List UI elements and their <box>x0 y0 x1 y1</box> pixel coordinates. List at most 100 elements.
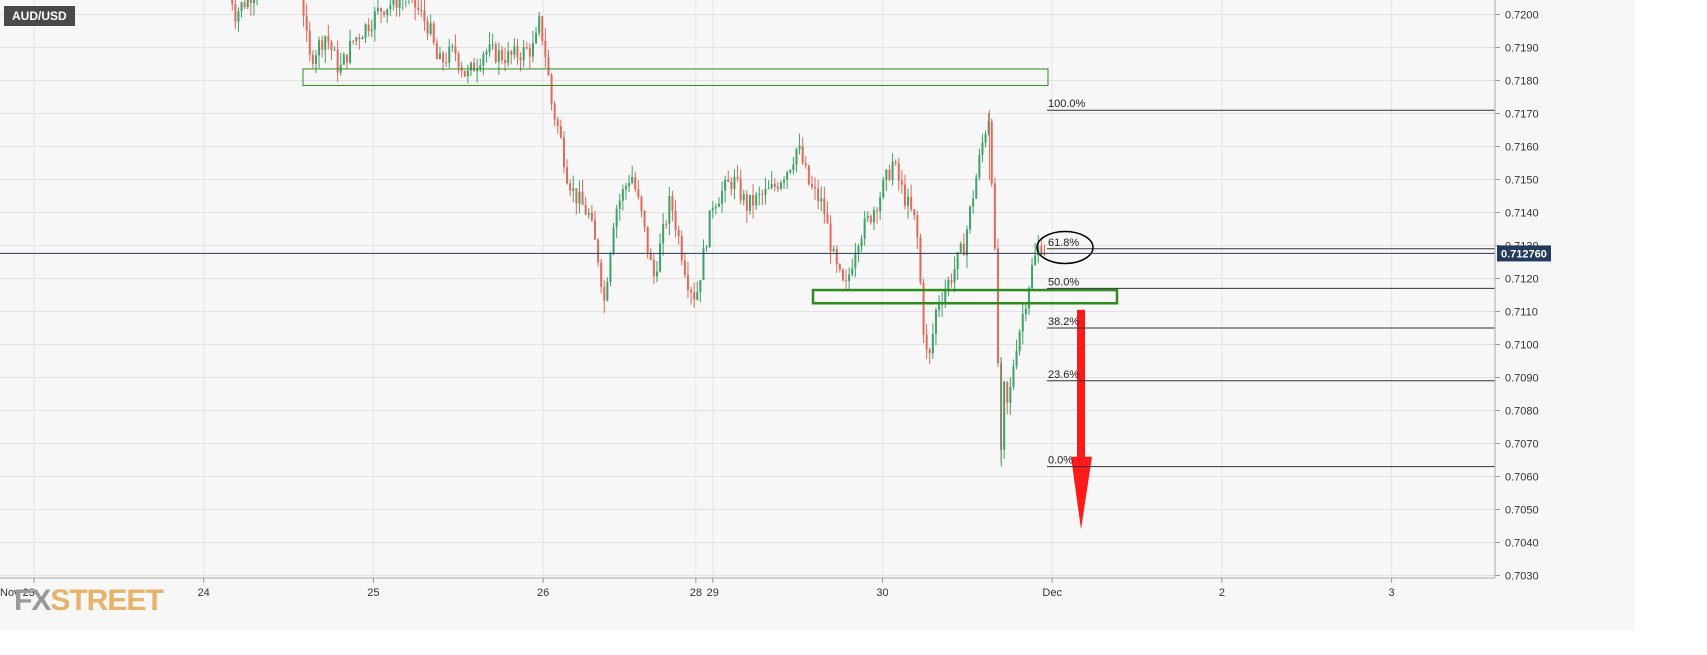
candle <box>649 248 652 261</box>
candle-body <box>727 179 730 182</box>
candle-body <box>801 146 804 164</box>
candle <box>922 278 925 344</box>
candle <box>748 194 751 215</box>
candle <box>758 186 761 206</box>
candle <box>714 203 717 215</box>
candle-body <box>1018 331 1021 352</box>
candle-body <box>609 253 612 283</box>
candle-body <box>690 289 693 293</box>
candle <box>742 189 745 206</box>
candle <box>342 52 345 66</box>
candle <box>581 179 584 206</box>
candle <box>525 41 528 50</box>
time-tick-label: 30 <box>876 587 888 599</box>
candle <box>603 279 606 313</box>
candle <box>345 54 348 70</box>
candle <box>690 286 693 305</box>
candle-body <box>655 271 658 277</box>
candle <box>544 28 547 68</box>
candle <box>739 169 742 205</box>
candle <box>234 0 237 30</box>
candle-body <box>485 51 488 55</box>
candle-body <box>699 280 702 293</box>
candle <box>600 258 603 294</box>
candle-body <box>587 212 590 215</box>
candle-body <box>972 198 975 207</box>
candle <box>531 30 534 63</box>
candle <box>231 0 234 11</box>
candle <box>463 70 466 77</box>
candle <box>395 0 398 17</box>
price-tick-label: 0.7050 <box>1505 505 1539 517</box>
candle-body <box>231 0 234 5</box>
time-tick-label: Dec <box>1042 587 1062 599</box>
price-tick-label: 0.7150 <box>1505 175 1539 187</box>
candle <box>888 164 891 182</box>
candle-body <box>838 264 841 270</box>
candle <box>761 189 764 206</box>
candle <box>848 267 851 290</box>
symbol-label: AUD/USD <box>4 6 75 26</box>
candle-body <box>854 253 857 269</box>
candle <box>655 261 658 283</box>
candle <box>491 33 494 51</box>
price-tick-label: 0.7170 <box>1505 109 1539 121</box>
candle <box>593 210 596 240</box>
candle-body <box>677 230 680 237</box>
candle-body <box>463 70 466 77</box>
candle <box>435 38 438 60</box>
candle <box>640 195 643 217</box>
candle <box>841 267 844 282</box>
candle-body <box>559 126 562 138</box>
candle <box>838 262 841 273</box>
bearish-arrow-head <box>1071 456 1092 530</box>
candle-body <box>665 223 668 225</box>
time-tick-label: Nov 23 <box>0 587 35 599</box>
candle <box>556 116 559 134</box>
candle <box>373 6 376 42</box>
candle <box>801 137 804 166</box>
candle <box>832 245 835 252</box>
candle <box>547 49 550 76</box>
candle-body <box>876 210 879 212</box>
candle-body <box>829 223 832 252</box>
candle-body <box>318 40 321 56</box>
candle <box>928 347 931 365</box>
candle-body <box>810 184 813 187</box>
candle-body <box>662 223 665 244</box>
candle-body <box>913 209 916 216</box>
candle <box>476 58 479 83</box>
candle <box>993 177 996 251</box>
candle <box>829 215 832 265</box>
candle <box>488 32 491 57</box>
candle-body <box>953 268 956 283</box>
candle <box>984 130 987 148</box>
candle-body <box>978 155 981 178</box>
candle <box>869 214 872 225</box>
candle-body <box>866 215 869 219</box>
candle <box>352 40 355 45</box>
candle <box>708 210 711 248</box>
candle <box>696 281 699 301</box>
price-tick-label: 0.7060 <box>1505 472 1539 484</box>
candle <box>429 14 432 36</box>
candle-body <box>702 247 705 281</box>
candle-body <box>817 188 820 202</box>
candle-body <box>922 282 925 335</box>
candle-body <box>426 21 429 34</box>
candle <box>947 276 950 297</box>
candle <box>575 188 578 215</box>
candle-body <box>522 46 525 61</box>
candle-body <box>894 161 897 164</box>
candle-body <box>308 30 311 55</box>
candle-body <box>1043 253 1046 256</box>
price-tick-label: 0.7160 <box>1505 142 1539 154</box>
candle-body <box>500 50 503 60</box>
candle <box>432 21 435 46</box>
candle-body <box>392 0 395 5</box>
candle-body <box>442 53 445 63</box>
candle <box>479 58 482 73</box>
candle <box>910 184 913 212</box>
candle <box>624 182 627 200</box>
